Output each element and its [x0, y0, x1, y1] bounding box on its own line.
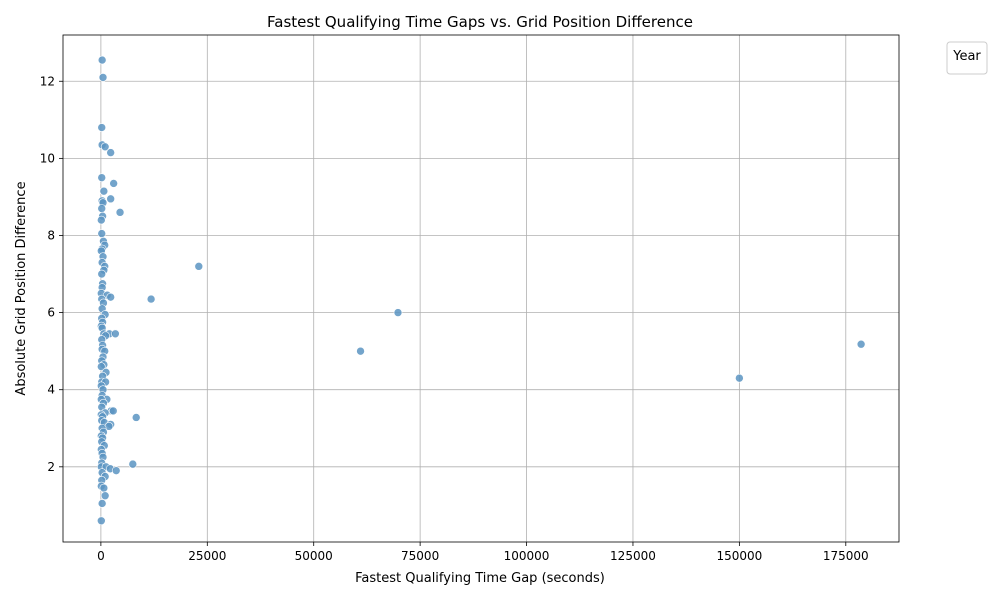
legend-box: [946, 41, 988, 75]
data-point: [106, 148, 115, 157]
y-axis-ticks: 2 4 6 8 10 12: [40, 74, 63, 474]
data-point: [108, 406, 118, 416]
data-point: [356, 346, 365, 356]
data-point: [98, 73, 108, 82]
x-tick-label: 100000: [504, 549, 550, 563]
data-point: [856, 339, 866, 349]
x-tick-label: 75000: [401, 549, 439, 563]
data-point: [735, 373, 744, 383]
x-axis-ticks: 0 25000 50000 75000 100000 125000 150000 175000: [97, 542, 869, 563]
x-tick-label: 175000: [823, 549, 869, 563]
data-point: [99, 186, 109, 196]
data-point: [100, 491, 110, 501]
data-point: [97, 55, 107, 65]
x-tick-label: 150000: [716, 549, 762, 563]
data-point: [194, 262, 204, 271]
y-tick-label: 12: [40, 74, 55, 88]
data-point: [97, 229, 107, 238]
data-point: [128, 459, 138, 469]
data-point: [97, 516, 106, 526]
data-point: [111, 466, 121, 475]
y-tick-label: 10: [40, 151, 55, 165]
data-point: [111, 329, 120, 339]
data-point: [97, 173, 107, 182]
data-point: [106, 194, 115, 204]
x-axis-label: Fastest Qualifying Time Gap (seconds): [355, 571, 605, 586]
data-point: [146, 294, 156, 304]
data-point: [97, 123, 107, 132]
x-tick-label: 50000: [295, 549, 333, 563]
data-point: [109, 179, 118, 188]
legend: Year: [946, 41, 988, 75]
data-point: [99, 483, 109, 493]
x-tick-label: 125000: [610, 549, 656, 563]
data-point: [100, 142, 110, 152]
data-point: [97, 499, 107, 508]
data-point: [97, 269, 107, 279]
chart-title: Fastest Qualifying Time Gaps vs. Grid Po…: [267, 13, 693, 31]
data-point: [131, 413, 141, 422]
data-point: [115, 208, 125, 217]
grid-lines: [63, 35, 899, 542]
data-point: [97, 215, 106, 225]
x-tick-label: 25000: [188, 549, 226, 563]
x-tick-label: 0: [97, 549, 105, 563]
plot-frame: [62, 34, 900, 543]
legend-title: Year: [952, 49, 981, 64]
y-tick-label: 4: [47, 383, 55, 397]
y-axis-label: Absolute Grid Position Difference: [14, 181, 29, 395]
data-points: [97, 55, 866, 526]
data-point: [106, 292, 115, 302]
y-tick-label: 6: [47, 306, 55, 320]
data-point: [97, 204, 107, 213]
y-tick-label: 8: [47, 228, 55, 242]
data-point: [97, 362, 106, 371]
data-point: [393, 308, 403, 317]
y-tick-label: 2: [47, 460, 55, 474]
